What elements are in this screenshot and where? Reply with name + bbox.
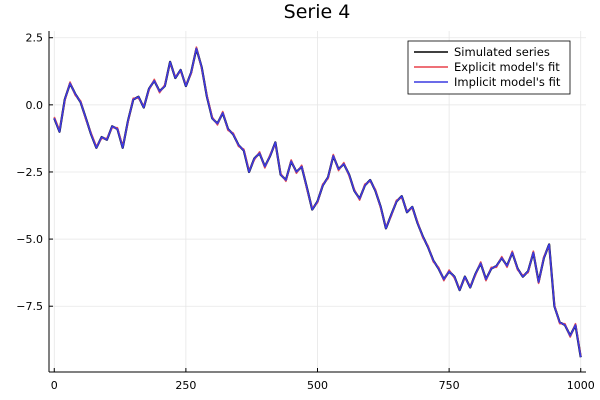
legend-implicit-fit: Implicit model's fit <box>414 75 561 89</box>
series-lines <box>53 46 582 358</box>
y-tick-label: −2.5 <box>16 166 43 179</box>
legend-explicit-fit: Explicit model's fit <box>414 60 560 74</box>
grid <box>49 31 586 372</box>
y-tick-label: 2.5 <box>26 32 44 45</box>
chart-title: Serie 4 <box>284 1 351 23</box>
x-tick-label: 0 <box>51 379 58 392</box>
implicit-fit-line <box>53 47 582 358</box>
x-tick-label: 500 <box>307 379 328 392</box>
y-tick-label: −5.0 <box>16 233 43 246</box>
legend-label: Explicit model's fit <box>454 60 560 74</box>
x-tick-label: 250 <box>175 379 196 392</box>
legend-simulated-series: Simulated series <box>414 45 550 59</box>
legend-label: Simulated series <box>454 45 550 59</box>
y-tick-label: −7.5 <box>16 300 43 313</box>
x-axis-ticks: 0 250 500 750 1000 <box>51 368 595 392</box>
y-axis-ticks: 2.5 0.0 −2.5 −5.0 −7.5 <box>16 32 53 313</box>
x-tick-label: 1000 <box>567 379 595 392</box>
y-tick-label: 0.0 <box>26 99 44 112</box>
x-tick-label: 750 <box>439 379 460 392</box>
legend-label: Implicit model's fit <box>454 75 561 89</box>
